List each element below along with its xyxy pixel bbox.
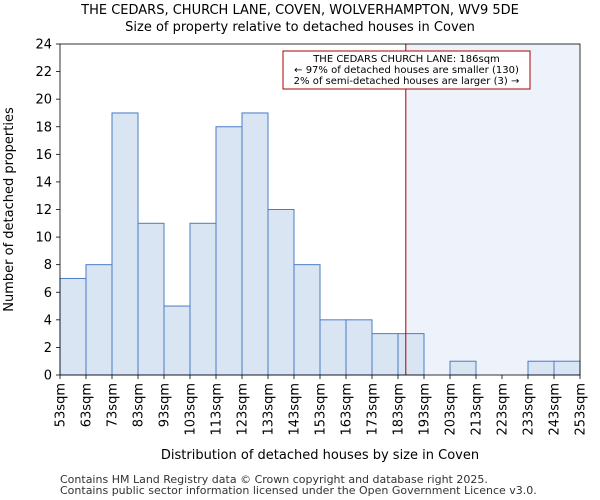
histogram-bar [163, 305, 191, 376]
y-tick-label: 8 [44, 258, 52, 273]
x-tick-label: 63sqm [80, 383, 95, 427]
footer-line-2: Contains public sector information licen… [60, 484, 537, 497]
y-tick-label: 10 [35, 231, 52, 246]
y-axis-label: Number of detached properties [2, 107, 17, 312]
x-tick-label: 153sqm [314, 383, 329, 436]
x-tick-label: 253sqm [574, 383, 589, 436]
histogram-bar [189, 222, 217, 376]
annotation-line: ← 97% of detached houses are smaller (13… [294, 65, 519, 76]
annotation-line: 2% of semi-detached houses are larger (3… [294, 76, 520, 87]
histogram-bar [397, 333, 425, 376]
x-tick-label: 113sqm [210, 383, 225, 436]
y-tick-label: 12 [35, 203, 52, 218]
x-tick-label: 53sqm [54, 383, 69, 427]
histogram-bar [371, 333, 399, 376]
highlight-region [405, 44, 580, 375]
y-tick-label: 18 [35, 120, 52, 135]
histogram-bar [319, 319, 347, 376]
y-tick-label: 6 [44, 286, 52, 301]
x-tick-label: 203sqm [444, 383, 459, 436]
histogram-bar [59, 277, 87, 376]
y-tick-label: 0 [44, 369, 52, 384]
y-tick-label: 22 [35, 65, 52, 80]
histogram-bar [241, 112, 269, 376]
x-tick-label: 83sqm [132, 383, 147, 427]
annotation-box [282, 50, 531, 90]
y-tick-label: 16 [35, 148, 52, 163]
x-tick-label: 133sqm [262, 383, 277, 436]
y-tick-label: 2 [44, 341, 52, 356]
y-tick-label: 24 [35, 38, 52, 53]
histogram-bar [111, 112, 139, 376]
histogram-bar [553, 360, 581, 376]
x-tick-label: 243sqm [548, 383, 563, 436]
histogram-bar [137, 222, 165, 376]
histogram-bar [85, 264, 113, 376]
footer-line-1: Contains HM Land Registry data © Crown c… [60, 473, 488, 486]
histogram-bar [293, 264, 321, 376]
x-tick-label: 163sqm [340, 383, 355, 436]
y-tick-label: 4 [44, 313, 52, 328]
annotation-line: THE CEDARS CHURCH LANE: 186sqm [312, 54, 500, 65]
x-tick-label: 213sqm [470, 383, 485, 436]
histogram-bar [267, 209, 295, 376]
x-tick-label: 73sqm [106, 383, 121, 427]
x-tick-label: 233sqm [522, 383, 537, 436]
x-tick-label: 143sqm [288, 383, 303, 436]
x-tick-label: 173sqm [366, 383, 381, 436]
chart-title: THE CEDARS, CHURCH LANE, COVEN, WOLVERHA… [81, 3, 519, 18]
y-tick-label: 20 [35, 93, 52, 108]
x-tick-label: 103sqm [184, 383, 199, 436]
histogram-bar [449, 360, 477, 376]
histogram-bar [215, 126, 243, 376]
x-tick-label: 123sqm [236, 383, 251, 436]
x-axis-label: Distribution of detached houses by size … [161, 448, 479, 463]
x-tick-label: 93sqm [158, 383, 173, 427]
x-tick-label: 183sqm [392, 383, 407, 436]
chart-subtitle: Size of property relative to detached ho… [125, 20, 475, 35]
x-tick-label: 223sqm [496, 383, 511, 436]
histogram-bar [527, 360, 555, 376]
histogram-bar [345, 319, 373, 376]
y-tick-label: 14 [35, 175, 52, 190]
x-tick-label: 193sqm [418, 383, 433, 436]
